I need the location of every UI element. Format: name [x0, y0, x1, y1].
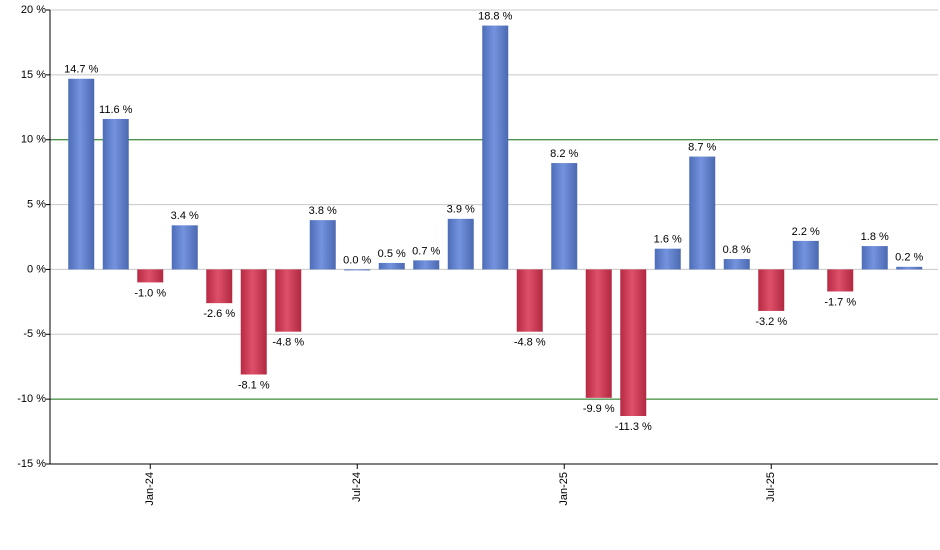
bar: [827, 269, 854, 292]
data-label: -1.7 %: [824, 296, 856, 308]
bar: [344, 269, 371, 271]
bar: [654, 248, 681, 270]
bar: [137, 269, 164, 283]
bar: [447, 218, 474, 270]
bar: [896, 266, 923, 270]
bar: [240, 269, 267, 375]
data-label: 8.7 %: [688, 141, 716, 153]
data-label: -9.9 %: [583, 403, 615, 415]
bar: [206, 269, 233, 304]
bar: [68, 78, 95, 270]
y-tick-label: 5 %: [27, 198, 46, 210]
bar: [551, 163, 578, 270]
x-tick-label: Jul-24: [351, 472, 363, 502]
bar: [171, 225, 198, 270]
data-label: -4.8 %: [514, 337, 546, 349]
y-tick-label: 20 %: [21, 4, 46, 16]
y-tick-label: -5 %: [23, 328, 46, 340]
bar: [861, 246, 888, 270]
bar: [275, 269, 302, 332]
bar: [413, 260, 440, 270]
bar: [102, 118, 129, 270]
data-label: -1.0 %: [134, 287, 166, 299]
bar: [309, 220, 336, 270]
data-label: -4.8 %: [272, 337, 304, 349]
data-label: 2.2 %: [792, 226, 820, 238]
data-label: 0.0 %: [343, 254, 371, 266]
bar: [516, 269, 543, 332]
y-tick-label: -10 %: [17, 393, 46, 405]
data-label: 1.8 %: [861, 231, 889, 243]
x-tick-label: Jul-25: [765, 472, 777, 502]
bar: [758, 269, 785, 311]
data-label: -2.6 %: [203, 308, 235, 320]
y-tick-label: 15 %: [21, 69, 46, 81]
y-tick-label: 0 %: [27, 263, 46, 275]
bar: [378, 262, 405, 270]
data-label: 3.8 %: [309, 205, 337, 217]
data-label: 8.2 %: [550, 148, 578, 160]
data-label: 0.2 %: [895, 252, 923, 264]
bar: [723, 259, 750, 270]
bar: [689, 156, 716, 270]
data-label: 11.6 %: [99, 104, 133, 116]
data-label: 14.7 %: [64, 64, 98, 76]
data-label: 0.8 %: [723, 244, 751, 256]
data-label: 1.6 %: [654, 234, 682, 246]
bar: [620, 269, 647, 417]
data-label: -3.2 %: [755, 316, 787, 328]
x-tick-label: Jan-25: [558, 472, 570, 506]
bar: [482, 25, 509, 270]
data-label: 3.9 %: [447, 204, 475, 216]
y-tick-label: 10 %: [21, 134, 46, 146]
data-label: -8.1 %: [238, 379, 270, 391]
data-label: 0.7 %: [412, 245, 440, 257]
x-tick-label: Jan-24: [144, 472, 156, 506]
data-label: 0.5 %: [378, 248, 406, 260]
data-label: 18.8 %: [478, 10, 512, 22]
bar: [585, 269, 612, 398]
data-label: -11.3 %: [615, 421, 652, 433]
bar: [792, 240, 819, 270]
data-label: 3.4 %: [171, 210, 199, 222]
y-tick-label: -15 %: [17, 458, 46, 470]
